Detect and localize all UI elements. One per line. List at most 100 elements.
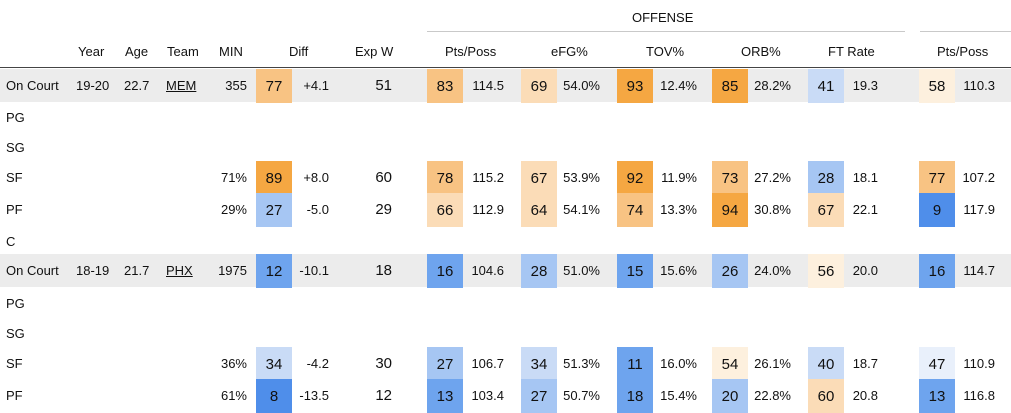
diff-percentile-badge: 12 <box>256 254 292 288</box>
efg-percentile-badge: 27 <box>521 379 557 413</box>
row-label: On Court <box>6 263 59 278</box>
efg-value: 54.1% <box>563 202 600 217</box>
row-label: SG <box>6 326 25 341</box>
pts-poss-value: 103.4 <box>471 388 504 403</box>
tov-percentile-badge: 11 <box>617 347 653 381</box>
def-pts-poss-percentile-badge: 47 <box>919 347 955 381</box>
row-label: PF <box>6 202 23 217</box>
def-pts-poss-value: 114.7 <box>963 263 995 278</box>
col-header-year[interactable]: Year <box>78 44 105 59</box>
col-header-team[interactable]: Team <box>167 44 199 59</box>
tov-value: 15.4% <box>660 388 697 403</box>
efg-percentile-badge: 69 <box>521 69 557 103</box>
diff-value: -13.5 <box>299 388 329 403</box>
def-pts-poss-value: 117.9 <box>963 202 995 217</box>
tov-percentile-badge: 92 <box>617 161 653 195</box>
ft-rate-value: 18.7 <box>852 356 878 371</box>
row-label: SG <box>6 140 25 155</box>
orb-value: 28.2% <box>754 78 791 93</box>
def-pts-poss-percentile-badge: 9 <box>919 193 955 227</box>
orb-percentile-badge: 26 <box>712 254 748 288</box>
orb-percentile-badge: 20 <box>712 379 748 413</box>
team-link[interactable]: PHX <box>166 263 193 278</box>
col-header-age[interactable]: Age <box>125 44 149 59</box>
col-header-pts-poss-2[interactable]: Pts/Poss <box>937 44 989 59</box>
tov-value: 16.0% <box>660 356 697 371</box>
diff-value: +4.1 <box>303 78 329 93</box>
pts-poss-percentile-badge: 66 <box>427 193 463 227</box>
year-cell: 18-19 <box>76 263 110 278</box>
orb-value: 27.2% <box>754 170 791 185</box>
defense-group-rule <box>920 31 1011 32</box>
col-header-orb[interactable]: ORB% <box>741 44 781 59</box>
pts-poss-percentile-badge: 16 <box>427 254 463 288</box>
offense-group-rule <box>427 31 905 32</box>
col-header-efg[interactable]: eFG% <box>551 44 588 59</box>
ft-rate-value: 20.8 <box>852 388 878 403</box>
orb-value: 30.8% <box>754 202 791 217</box>
orb-percentile-badge: 85 <box>712 69 748 103</box>
def-pts-poss-percentile-badge: 16 <box>919 254 955 288</box>
year-cell: 19-20 <box>76 78 110 93</box>
diff-value: -5.0 <box>306 202 329 217</box>
efg-value: 53.9% <box>563 170 600 185</box>
pts-poss-percentile-badge: 78 <box>427 161 463 195</box>
ft-rate-percentile-badge: 40 <box>808 347 844 381</box>
exp-wins-value: 51 <box>375 77 392 94</box>
age-cell: 22.7 <box>124 78 150 93</box>
col-header-tov[interactable]: TOV% <box>646 44 685 59</box>
ft-rate-value: 22.1 <box>852 202 878 217</box>
pts-poss-value: 104.6 <box>471 263 504 278</box>
orb-value: 22.8% <box>754 388 791 403</box>
min-cell: 1975 <box>218 263 247 278</box>
efg-percentile-badge: 67 <box>521 161 557 195</box>
exp-wins-value: 18 <box>375 262 392 279</box>
def-pts-poss-percentile-badge: 13 <box>919 379 955 413</box>
row-label: PF <box>6 388 23 403</box>
team-link[interactable]: MEM <box>166 78 197 93</box>
diff-percentile-badge: 27 <box>256 193 292 227</box>
def-pts-poss-value: 107.2 <box>962 170 995 185</box>
col-header-min[interactable]: MIN <box>219 44 243 59</box>
def-pts-poss-value: 116.8 <box>963 388 995 403</box>
age-cell: 21.7 <box>124 263 150 278</box>
col-header-expw[interactable]: Exp W <box>355 44 394 59</box>
col-header-diff[interactable]: Diff <box>289 44 309 59</box>
orb-percentile-badge: 94 <box>712 193 748 227</box>
ft-rate-value: 18.1 <box>852 170 878 185</box>
ft-rate-percentile-badge: 67 <box>808 193 844 227</box>
diff-percentile-badge: 77 <box>256 69 292 103</box>
tov-percentile-badge: 15 <box>617 254 653 288</box>
tov-value: 15.6% <box>660 263 697 278</box>
row-label: SF <box>6 170 23 185</box>
def-pts-poss-percentile-badge: 58 <box>919 69 955 103</box>
col-header-pts-poss[interactable]: Pts/Poss <box>445 44 497 59</box>
orb-value: 26.1% <box>754 356 791 371</box>
pts-poss-percentile-badge: 13 <box>427 379 463 413</box>
ft-rate-percentile-badge: 60 <box>808 379 844 413</box>
ft-rate-percentile-badge: 28 <box>808 161 844 195</box>
tov-percentile-badge: 18 <box>617 379 653 413</box>
offense-group-header: OFFENSE <box>632 10 694 25</box>
efg-percentile-badge: 34 <box>521 347 557 381</box>
orb-value: 24.0% <box>754 263 791 278</box>
ft-rate-percentile-badge: 41 <box>808 69 844 103</box>
row-label: SF <box>6 356 23 371</box>
exp-wins-value: 60 <box>375 169 392 186</box>
pts-poss-percentile-badge: 83 <box>427 69 463 103</box>
tov-value: 11.9% <box>661 170 697 185</box>
ft-rate-percentile-badge: 56 <box>808 254 844 288</box>
min-cell: 29% <box>220 202 247 217</box>
ft-rate-value: 20.0 <box>852 263 878 278</box>
efg-value: 54.0% <box>563 78 600 93</box>
row-label: C <box>6 234 16 249</box>
efg-value: 50.7% <box>563 388 600 403</box>
col-header-ft-rate[interactable]: FT Rate <box>828 44 875 59</box>
pts-poss-percentile-badge: 27 <box>427 347 463 381</box>
diff-value: +8.0 <box>303 170 329 185</box>
def-pts-poss-value: 110.3 <box>963 78 995 93</box>
exp-wins-value: 12 <box>375 387 392 404</box>
orb-percentile-badge: 54 <box>712 347 748 381</box>
min-cell: 36% <box>220 356 247 371</box>
tov-percentile-badge: 74 <box>617 193 653 227</box>
